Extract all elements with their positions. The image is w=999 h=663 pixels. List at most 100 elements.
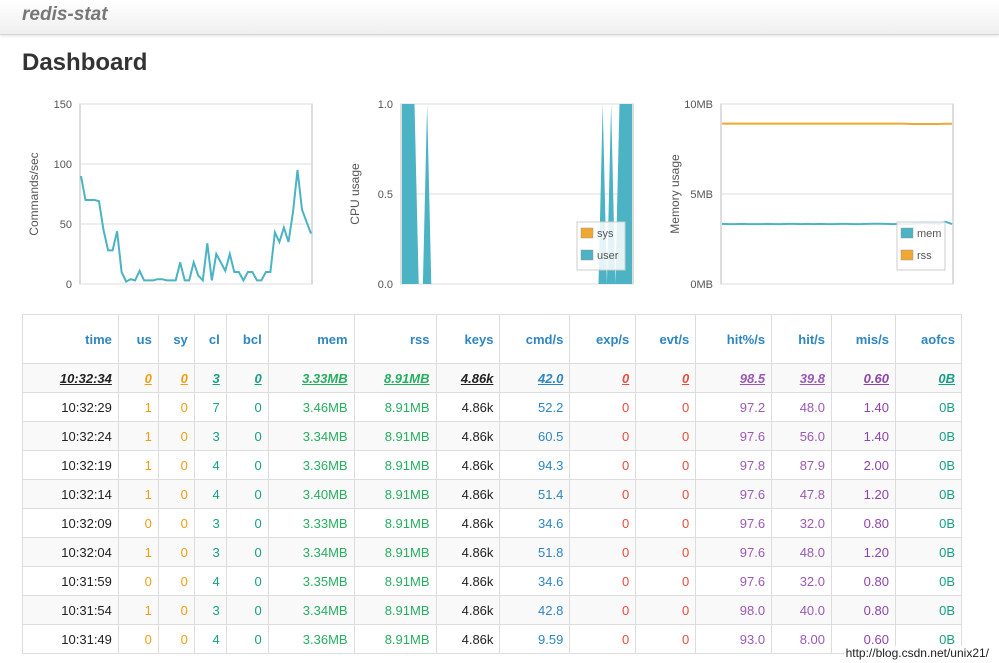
cell-bcl: 0 — [225, 421, 269, 451]
cell-hit: 87.9 — [771, 450, 833, 480]
cell-aofcs: 0B — [894, 450, 963, 480]
y-tick-label: 0.0 — [378, 279, 393, 291]
cell-us: 0 — [117, 508, 159, 538]
cell-rss: 8.91MB — [353, 508, 437, 538]
cell-us: 1 — [117, 450, 159, 480]
cell-mis: 0.60 — [831, 363, 896, 393]
cell-mis: 0.80 — [831, 566, 896, 596]
cell-hit: 48.0 — [771, 537, 833, 567]
cell-cmd: 51.4 — [499, 479, 571, 509]
cell-us: 0 — [117, 624, 159, 654]
cell-hit: 56.0 — [771, 421, 833, 451]
watermark-text: http://blog.csdn.net/unix21/ — [843, 646, 991, 660]
cell-us: 0 — [117, 566, 159, 596]
table-row: 10:31:59 0 0 4 0 3.35MB 8.91MB 4.86k 34.6 0 0 97.6 3… — [22, 566, 963, 596]
cell-us: 0 — [117, 363, 159, 393]
cell-aofcs: 0B — [894, 392, 963, 422]
cell-aofcs: 0B — [894, 595, 963, 625]
commands-chart-svg: 150 100 50 0 Commands/sec — [27, 99, 313, 291]
cell-exp: 0 — [569, 392, 637, 422]
cell-keys: 4.86k — [435, 566, 501, 596]
column-header-cl: cl — [193, 314, 227, 364]
cell-exp: 0 — [569, 595, 637, 625]
table-row: 10:31:54 1 0 3 0 3.34MB 8.91MB 4.86k 42.8 0 0 98.0 4… — [22, 595, 963, 625]
cell-evt: 0 — [635, 392, 697, 422]
column-header-bcl: bcl — [225, 314, 269, 364]
brand-logo[interactable]: redis-stat — [22, 4, 108, 25]
cell-sy: 0 — [157, 421, 195, 451]
legend-swatch-mem — [900, 227, 914, 239]
cell-time: 10:32:04 — [22, 537, 119, 567]
cpu-chart-svg: 1.0 0.5 0.0 CPU usage sys user — [348, 99, 634, 291]
cell-cmd: 34.6 — [499, 508, 571, 538]
column-header-exp: exp/s — [569, 314, 637, 364]
cell-aofcs: 0B — [894, 363, 963, 393]
cell-keys: 4.86k — [435, 479, 501, 509]
legend-swatch-user — [580, 249, 594, 261]
cell-hit: 47.8 — [771, 479, 833, 509]
column-header-aofcs: aofcs — [894, 314, 963, 364]
cell-mem: 3.36MB — [267, 624, 355, 654]
cell-mis: 1.40 — [831, 392, 896, 422]
column-header-us: us — [117, 314, 159, 364]
cell-keys: 4.86k — [435, 392, 501, 422]
table-body: 10:32:34 0 0 3 0 3.33MB 8.91MB 4.86k 42.0 0 0 98.5 3… — [22, 363, 963, 654]
cell-exp: 0 — [569, 479, 637, 509]
cell-time: 10:32:24 — [22, 421, 119, 451]
legend-swatch-rss — [900, 249, 914, 261]
cell-mem: 3.33MB — [267, 363, 355, 393]
column-header-rss: rss — [353, 314, 437, 364]
cell-exp: 0 — [569, 450, 637, 480]
cell-evt: 0 — [635, 479, 697, 509]
cell-hit: 40.0 — [771, 595, 833, 625]
cell-exp: 0 — [569, 537, 637, 567]
cell-mem: 3.34MB — [267, 595, 355, 625]
cell-sy: 0 — [157, 508, 195, 538]
cpu-chart: 1.0 0.5 0.0 CPU usage sys user — [335, 92, 645, 297]
commands-chart: 150 100 50 0 Commands/sec — [14, 92, 324, 297]
cell-sy: 0 — [157, 363, 195, 393]
column-header-time: time — [22, 314, 119, 364]
page-title: Dashboard — [22, 49, 148, 76]
memory-chart-svg: 10MB 5MB 0MB Memory usage mem rss — [668, 99, 954, 291]
cell-cl: 4 — [193, 450, 227, 480]
cell-cl: 4 — [193, 566, 227, 596]
cell-us: 1 — [117, 537, 159, 567]
cell-hit: 48.0 — [771, 392, 833, 422]
y-tick-label: 0.5 — [378, 189, 393, 201]
memory-chart: 10MB 5MB 0MB Memory usage mem rss — [655, 92, 965, 297]
cell-keys: 4.86k — [435, 595, 501, 625]
table-header-row: time us sy cl bcl mem rss keys cmd/s exp/s evt/s hi… — [22, 314, 963, 364]
cell-cl: 4 — [193, 624, 227, 654]
cell-mem: 3.35MB — [267, 566, 355, 596]
cell-sy: 0 — [157, 479, 195, 509]
cell-bcl: 0 — [225, 537, 269, 567]
cell-rss: 8.91MB — [353, 566, 437, 596]
series-line-commands — [80, 169, 312, 283]
y-tick-label: 50 — [60, 219, 72, 231]
cell-exp: 0 — [569, 508, 637, 538]
cell-rss: 8.91MB — [353, 363, 437, 393]
table-row: 10:32:24 1 0 3 0 3.34MB 8.91MB 4.86k 60.5 0 0 97.6 5… — [22, 421, 963, 451]
cell-mem: 3.40MB — [267, 479, 355, 509]
column-header-mis: mis/s — [831, 314, 896, 364]
cell-aofcs: 0B — [894, 421, 963, 451]
cell-sy: 0 — [157, 537, 195, 567]
plot-area — [79, 103, 313, 285]
cell-keys: 4.86k — [435, 450, 501, 480]
cell-hit-pct: 97.8 — [695, 450, 773, 480]
cell-cmd: 94.3 — [499, 450, 571, 480]
cell-hit-pct: 97.6 — [695, 508, 773, 538]
cell-evt: 0 — [635, 421, 697, 451]
cell-mis: 0.80 — [831, 508, 896, 538]
y-tick-label: 5MB — [690, 189, 713, 201]
cell-sy: 0 — [157, 595, 195, 625]
cell-evt: 0 — [635, 566, 697, 596]
cell-time: 10:31:59 — [22, 566, 119, 596]
table-row: 10:32:34 0 0 3 0 3.33MB 8.91MB 4.86k 42.0 0 0 98.5 3… — [22, 363, 963, 393]
column-header-keys: keys — [435, 314, 501, 364]
legend-label-rss: rss — [917, 250, 932, 262]
cell-sy: 0 — [157, 392, 195, 422]
cell-hit-pct: 98.5 — [695, 363, 773, 393]
cell-hit-pct: 97.6 — [695, 566, 773, 596]
